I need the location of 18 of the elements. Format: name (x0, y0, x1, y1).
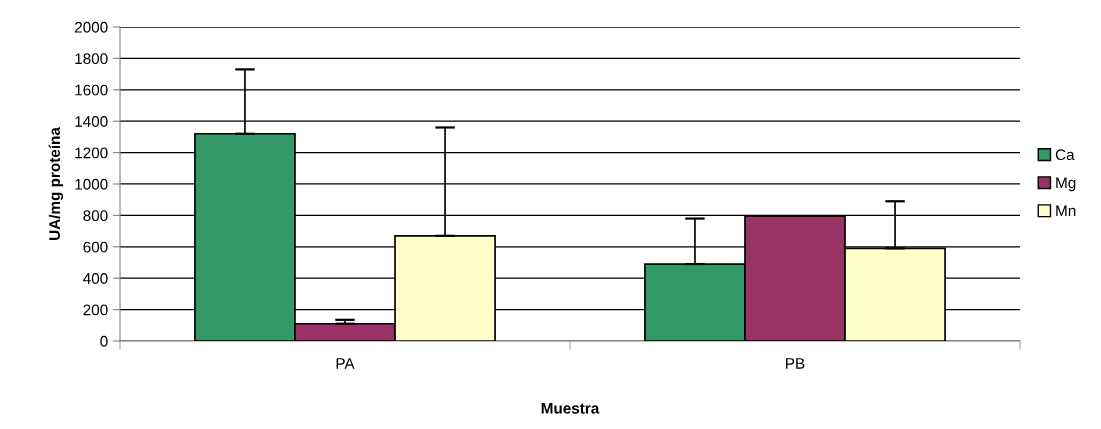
x-tick-label: PA (336, 358, 355, 369)
y-tick-label: 400 (83, 273, 108, 284)
y-tick-label: 200 (83, 304, 108, 316)
y-tick-label: 2000 (74, 21, 108, 33)
x-axis-title: Muestra (541, 403, 600, 414)
y-tick-label: 1000 (75, 178, 108, 190)
y-axis-title: UA/mg proteína (48, 127, 64, 240)
y-tick-label: 0 (100, 335, 108, 347)
y-tick-label: 1600 (75, 84, 108, 96)
legend-label: Mn (1056, 205, 1076, 217)
y-tick-label: 1200 (75, 147, 108, 159)
y-tick-label: 600 (83, 241, 108, 253)
legend-label: Ca (1055, 149, 1075, 161)
y-tick-label: 800 (83, 210, 108, 222)
y-tick-label: 1800 (75, 53, 108, 65)
legend-label: Mg (1056, 177, 1076, 192)
x-tick-label: PB (786, 358, 805, 369)
y-tick-label: 1400 (75, 116, 108, 127)
